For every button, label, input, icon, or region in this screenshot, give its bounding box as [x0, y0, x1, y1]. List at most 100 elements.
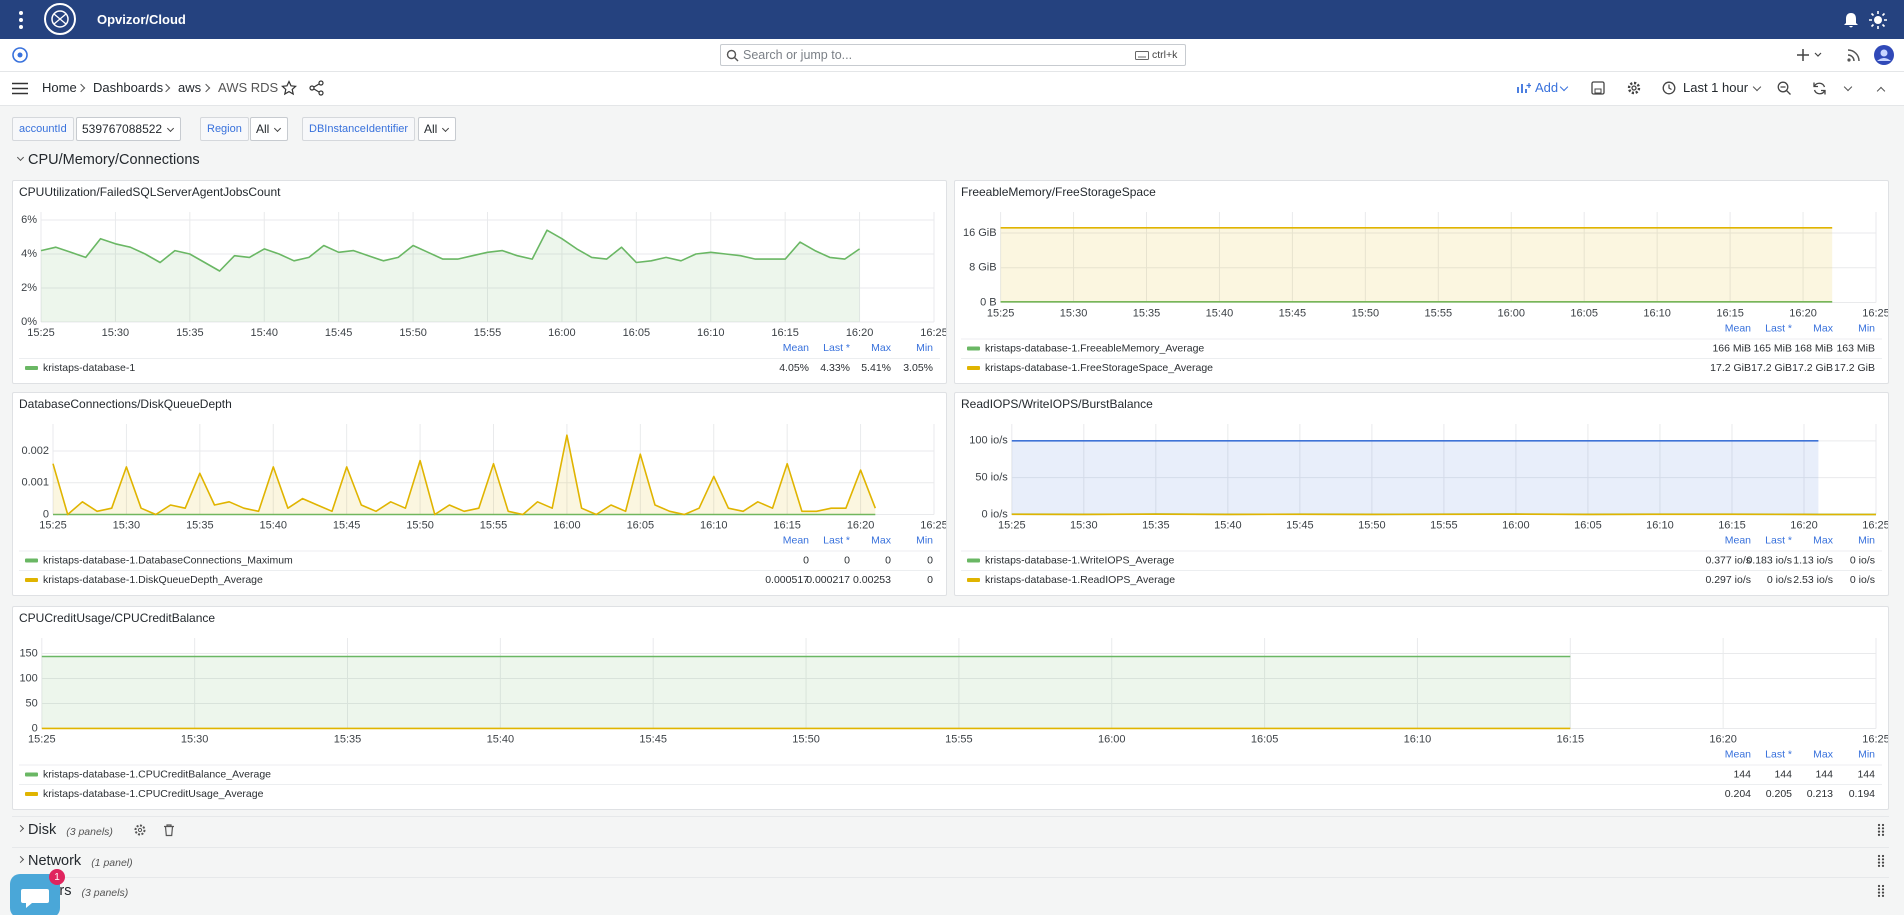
x-tick-label: 16:20	[847, 519, 875, 531]
x-tick-label: 16:25	[920, 327, 946, 339]
x-tick-label: 16:10	[1643, 307, 1671, 319]
variable-select[interactable]: All	[250, 117, 289, 141]
drag-dot	[1881, 864, 1885, 867]
x-tick-label: 16:25	[1862, 307, 1888, 319]
series-area	[1000, 227, 1833, 303]
hamburger[interactable]	[12, 82, 28, 95]
chat-widget[interactable]: 1	[8, 868, 68, 915]
variable-select[interactable]: All	[418, 117, 457, 141]
legend-header: Max	[871, 534, 892, 546]
collapsed-row[interactable]: Disk (3 panels)	[12, 816, 1889, 843]
x-tick-label: 15:35	[334, 733, 362, 745]
y-tick-label: 2%	[21, 282, 37, 294]
settings-icon[interactable]	[1626, 80, 1642, 96]
legend-name[interactable]: kristaps-database-1.CPUCreditUsage_Avera…	[43, 788, 264, 800]
gear-hub	[137, 827, 143, 833]
x-tick-label: 15:35	[1142, 519, 1170, 531]
row-delete-icon[interactable]	[162, 823, 176, 837]
drag-handle[interactable]	[1877, 823, 1885, 837]
panel-chart: CPUCreditUsage/CPUCreditBalance 0 50 100 150…	[19, 611, 1888, 800]
panel-chart: DatabaseConnections/DiskQueueDepth 0 0.001…	[19, 397, 946, 586]
collapsed-row[interactable]: Network (1 panel)	[12, 847, 1889, 874]
x-tick-label: 15:25	[39, 519, 67, 531]
variable-select[interactable]: 539767088522	[76, 117, 182, 141]
breadcrumb[interactable]: Home	[42, 80, 77, 95]
legend-header: Last *	[1765, 748, 1792, 760]
collapsed-row[interactable]: Others(3 panels)	[12, 877, 1889, 904]
panel-chart: CPUUtilization/FailedSQLServerAgentJobsC…	[19, 185, 946, 374]
x-tick-label: 16:00	[1098, 733, 1126, 745]
x-tick-label: 15:35	[176, 327, 204, 339]
add-button[interactable]: Add	[1535, 80, 1559, 95]
x-tick-label: 15:40	[250, 327, 278, 339]
breadcrumb[interactable]: Dashboards	[93, 80, 164, 95]
legend-stat: 0.000217	[806, 574, 850, 586]
search-shortcut: ctrl+k	[1152, 49, 1178, 61]
legend-stat: 4.33%	[820, 362, 850, 374]
logo	[44, 3, 76, 35]
breadcrumb[interactable]: aws	[178, 80, 202, 95]
y-tick-label: 6%	[21, 214, 37, 226]
legend-header: Last *	[1765, 534, 1792, 546]
refresh-icon[interactable]	[1812, 81, 1827, 96]
legend-stat: 166 MiB	[1712, 342, 1751, 354]
legend-name[interactable]: kristaps-database-1.DatabaseConnections_…	[43, 554, 293, 566]
legend-swatch	[25, 578, 38, 582]
news-icon[interactable]	[1846, 47, 1862, 63]
y-tick-label: 0.001	[21, 477, 49, 489]
theme-icon[interactable]	[1868, 10, 1888, 30]
row-title[interactable]: CPU/Memory/Connections	[28, 152, 200, 168]
drag-dot	[1877, 833, 1881, 836]
legend-name[interactable]: kristaps-database-1.DiskQueueDepth_Avera…	[43, 574, 263, 586]
star-icon[interactable]	[281, 80, 297, 96]
row-panel-count: (1 panel)	[91, 857, 133, 869]
y-tick-label: 100	[19, 672, 37, 684]
legend-swatch	[967, 366, 980, 370]
drag-dot	[1881, 854, 1885, 858]
legend-header: Last *	[823, 534, 850, 546]
bell-icon[interactable]	[1842, 11, 1860, 29]
x-tick-label: 15:25	[987, 307, 1015, 319]
search-box[interactable]: Search or jump to... ctrl+k	[720, 44, 1186, 66]
legend-name[interactable]: kristaps-database-1	[43, 362, 135, 374]
panel: CPUUtilization/FailedSQLServerAgentJobsC…	[12, 180, 947, 384]
legend-stat: 0.183 io/s	[1746, 554, 1792, 566]
legend-stat: 144	[1815, 768, 1833, 780]
legend-name[interactable]: kristaps-database-1.FreeStorageSpace_Ave…	[985, 362, 1213, 374]
avatar[interactable]	[1873, 44, 1895, 66]
legend-name[interactable]: kristaps-database-1.FreeableMemory_Avera…	[985, 342, 1204, 354]
legend-stat: 0	[844, 554, 850, 566]
row-caret[interactable]	[16, 153, 25, 162]
drag-dot	[1877, 884, 1881, 888]
chat-badge: 1	[54, 872, 60, 883]
time-range[interactable]: Last 1 hour	[1683, 80, 1749, 95]
zoom-out-icon[interactable]	[1777, 81, 1792, 96]
top-bar: Opvizor/Cloud	[0, 0, 1904, 39]
x-tick-label: 15:45	[325, 327, 353, 339]
legend-swatch	[25, 366, 38, 370]
legend-name[interactable]: kristaps-database-1.ReadIOPS_Average	[985, 574, 1175, 586]
x-tick-label: 15:45	[333, 519, 361, 531]
x-tick-label: 16:25	[920, 519, 946, 531]
x-tick-label: 16:20	[1789, 307, 1817, 319]
new-button[interactable]	[1796, 47, 1826, 63]
series-line	[52, 434, 877, 516]
legend-stat: 4.05%	[779, 362, 809, 374]
panel: CPUCreditUsage/CPUCreditBalance 0 50 100 150…	[12, 606, 1889, 810]
drag-handle[interactable]	[1877, 854, 1885, 868]
save-icon[interactable]	[1591, 81, 1605, 95]
home-icon[interactable]	[11, 46, 29, 64]
breadcrumb: AWS RDS	[218, 80, 279, 95]
x-tick-label: 15:55	[480, 519, 508, 531]
x-tick-label: 15:45	[1279, 307, 1307, 319]
menu-dots[interactable]	[16, 10, 26, 30]
legend-name[interactable]: kristaps-database-1.CPUCreditBalance_Ave…	[43, 768, 271, 780]
drag-handle[interactable]	[1877, 884, 1885, 898]
share-icon[interactable]	[309, 80, 325, 96]
row-settings-icon[interactable]	[133, 823, 147, 837]
nav-bar	[0, 72, 1904, 106]
legend-stat: 3.05%	[903, 362, 933, 374]
x-tick-label: 16:10	[1646, 519, 1674, 531]
legend-name[interactable]: kristaps-database-1.WriteIOPS_Average	[985, 554, 1174, 566]
x-tick-label: 16:15	[773, 519, 801, 531]
